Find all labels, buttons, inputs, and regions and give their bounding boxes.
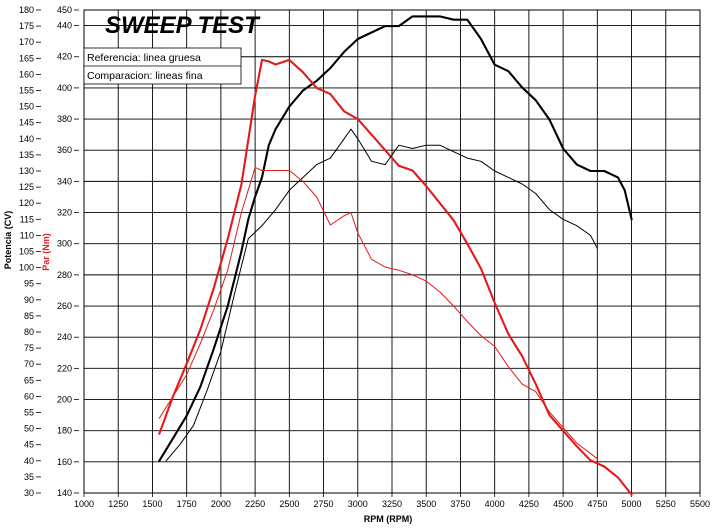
left-tick-label: 65	[24, 375, 34, 385]
x-tick-label: 5500	[690, 499, 710, 509]
left-tick-label: 75	[24, 343, 34, 353]
right-tick-label: 160	[57, 457, 72, 467]
right-tick-label: 420	[57, 52, 72, 62]
x-tick-label: 4250	[519, 499, 539, 509]
x-tick-label: 2750	[314, 499, 334, 509]
left-tick-label: 45	[24, 440, 34, 450]
left-tick-label: 40	[24, 456, 34, 466]
left-axis-ticks: 30 35 40 45 50 55 60 65 70 75 80 85 90 95 100 105 110 115…	[19, 5, 41, 498]
left-tick-label: 135	[19, 150, 34, 160]
left-tick-label: 180	[19, 5, 34, 15]
reference-power-line	[158, 15, 633, 462]
x-tick-label: 1000	[74, 499, 94, 509]
right-axis-title: Par (Nm)	[41, 233, 51, 271]
left-tick-label: 150	[19, 102, 34, 112]
left-tick-label: 170	[19, 37, 34, 47]
left-tick-label: 70	[24, 359, 34, 369]
right-tick-label: 220	[57, 363, 72, 373]
x-tick-label: 4750	[587, 499, 607, 509]
series-layer	[158, 15, 633, 496]
right-tick-label: 300	[57, 239, 72, 249]
left-tick-label: 60	[24, 391, 34, 401]
x-tick-label: 1250	[108, 499, 128, 509]
comparison-torque-line	[158, 166, 598, 460]
left-tick-label: 85	[24, 311, 34, 321]
left-tick-label: 35	[24, 472, 34, 482]
right-tick-label: 320	[57, 208, 72, 218]
left-tick-label: 165	[19, 53, 34, 63]
left-tick-label: 100	[19, 263, 34, 273]
x-tick-label: 2250	[245, 499, 265, 509]
left-tick-label: 105	[19, 247, 34, 257]
right-tick-label: 140	[57, 488, 72, 498]
left-tick-label: 110	[20, 230, 34, 240]
x-tick-label: 1500	[142, 499, 162, 509]
x-tick-label: 3750	[450, 499, 470, 509]
x-tick-label: 5000	[622, 499, 642, 509]
right-tick-label: 200	[57, 395, 72, 405]
right-tick-label: 260	[57, 301, 72, 311]
right-axis-ticks: 140 160 180 200 220 240 260 280 300 320 340 360 380 4…	[57, 5, 79, 498]
chart-title: SWEEP TEST	[105, 12, 261, 39]
left-tick-label: 155	[19, 86, 34, 96]
right-tick-label: 360	[57, 145, 72, 155]
reference-torque-line	[158, 58, 633, 496]
legend: Referencia: linea gruesa Comparacion: li…	[83, 47, 242, 85]
x-tick-label: 1750	[177, 499, 197, 509]
right-tick-label: 240	[57, 332, 72, 342]
left-tick-label: 125	[19, 182, 34, 192]
left-tick-label: 140	[19, 134, 34, 144]
left-tick-label: 120	[19, 198, 34, 208]
left-tick-label: 80	[24, 327, 34, 337]
left-tick-label: 55	[24, 408, 34, 418]
x-axis-ticks: 1000 1250 1500 1750 2000 2250 2500 2750 3000 3250…	[74, 493, 710, 509]
x-tick-label: 3250	[382, 499, 402, 509]
right-tick-label: 450	[57, 5, 72, 15]
left-tick-label: 50	[24, 424, 34, 434]
left-tick-label: 130	[19, 166, 34, 176]
legend-item-reference: Referencia: linea gruesa	[87, 52, 201, 64]
x-axis-title: RPM (RPM)	[364, 514, 413, 524]
legend-item-comparison: Comparacion: lineas fina	[87, 70, 203, 82]
left-tick-label: 145	[19, 118, 34, 128]
left-axis-title: Potencia (CV)	[3, 211, 13, 270]
comparison-power-line	[165, 128, 598, 462]
left-tick-label: 160	[19, 69, 34, 79]
right-tick-label: 400	[57, 83, 72, 93]
x-tick-label: 3000	[348, 499, 368, 509]
left-tick-label: 95	[24, 279, 34, 289]
x-tick-label: 4500	[553, 499, 573, 509]
right-tick-label: 440	[57, 21, 72, 31]
x-tick-label: 2500	[279, 499, 299, 509]
x-tick-label: 5250	[656, 499, 676, 509]
right-tick-label: 380	[57, 114, 72, 124]
left-tick-label: 30	[24, 488, 34, 498]
x-tick-label: 2000	[211, 499, 231, 509]
right-tick-label: 280	[57, 270, 72, 280]
x-tick-label: 4000	[485, 499, 505, 509]
right-tick-label: 340	[57, 176, 72, 186]
x-tick-label: 3500	[416, 499, 436, 509]
left-tick-label: 115	[20, 214, 34, 224]
right-tick-label: 180	[57, 426, 72, 436]
left-tick-label: 175	[19, 21, 34, 31]
left-tick-label: 90	[24, 295, 34, 305]
